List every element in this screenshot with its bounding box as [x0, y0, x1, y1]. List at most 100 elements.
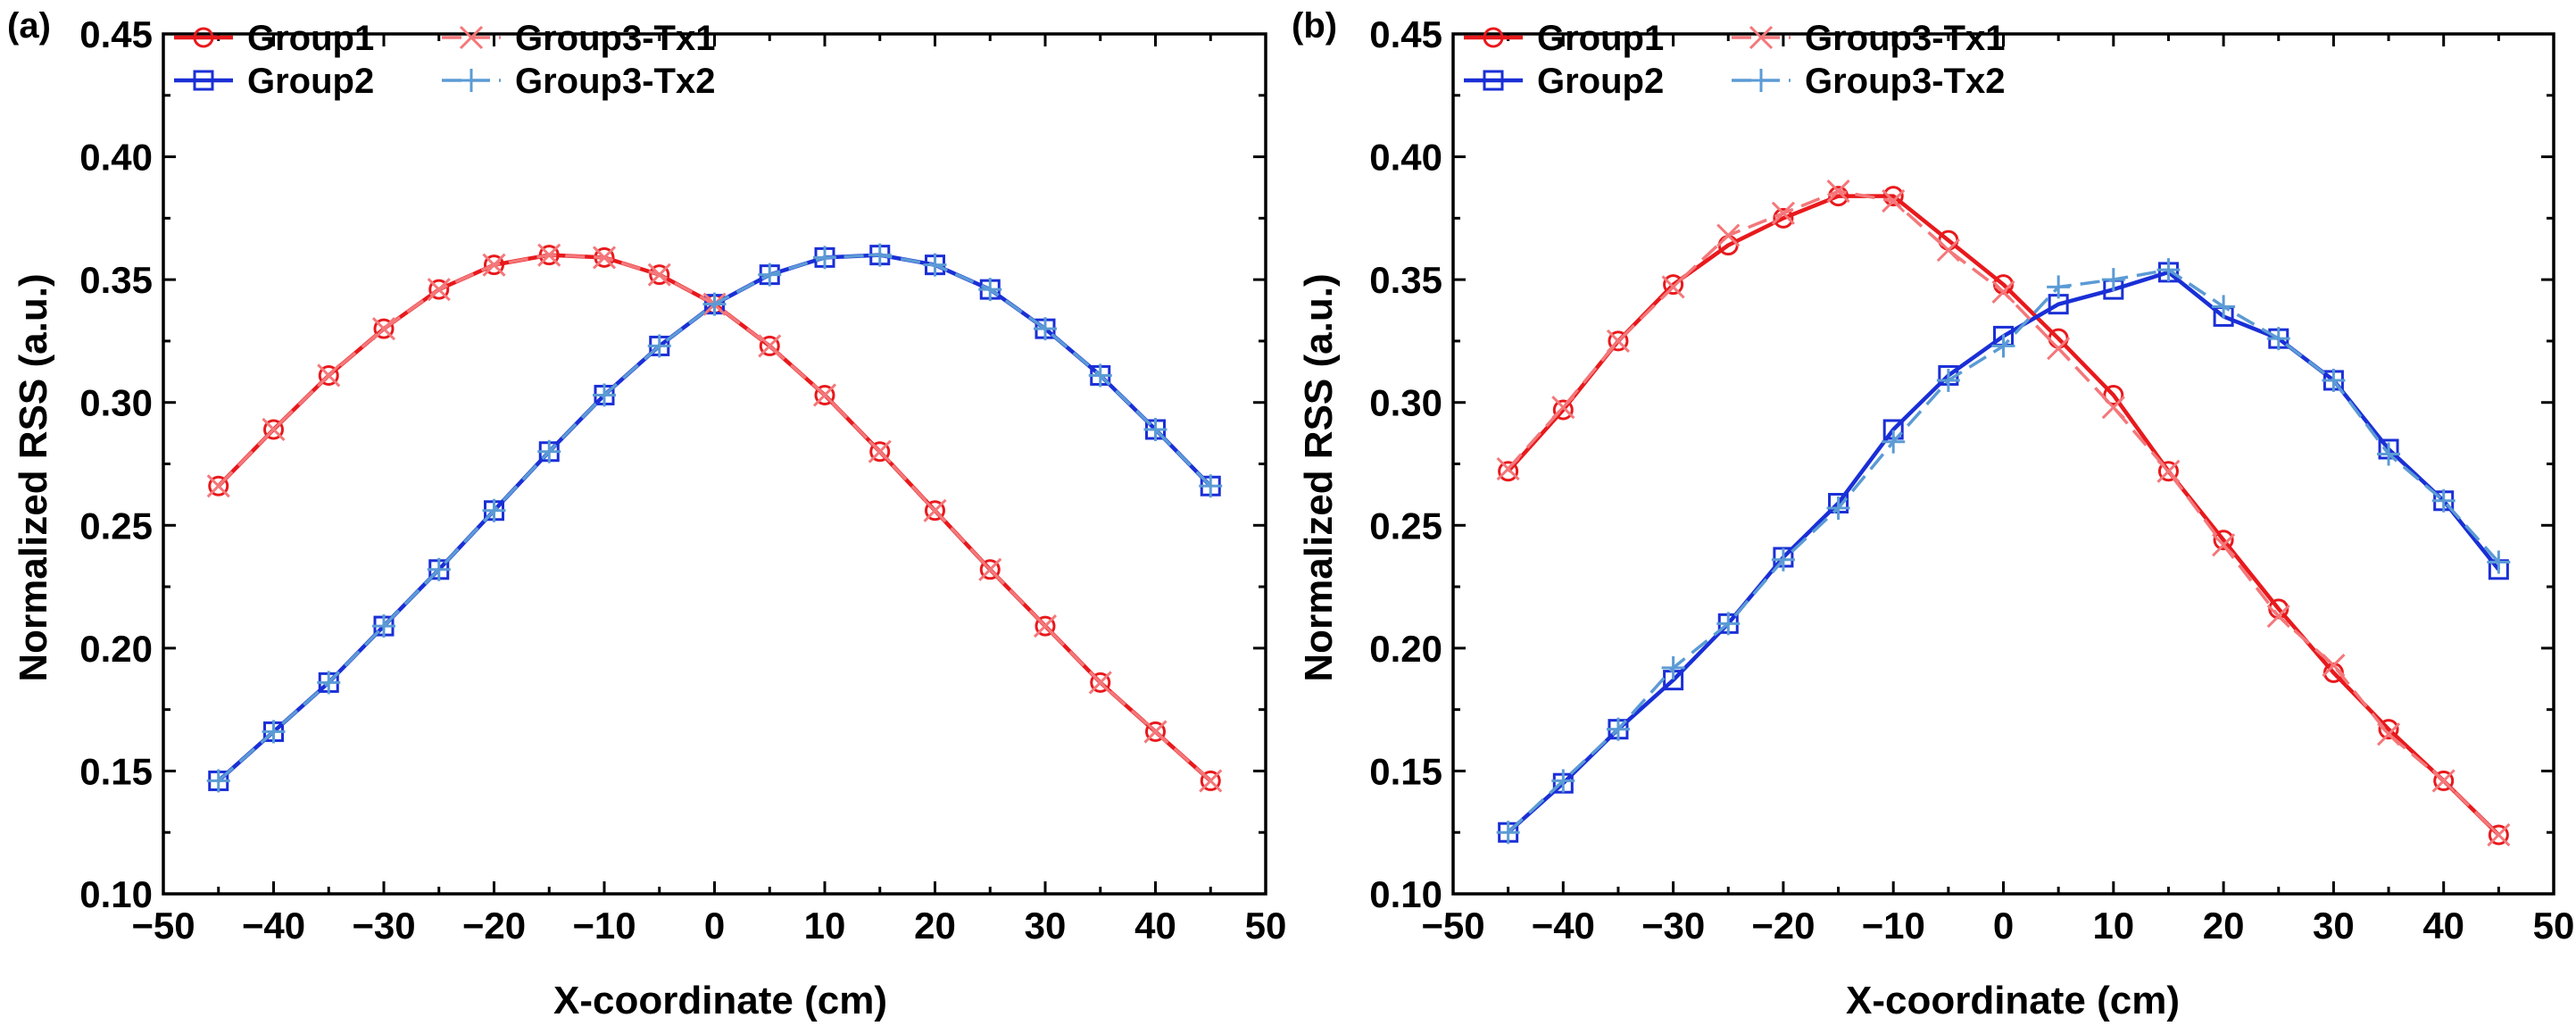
- data-point: [1608, 330, 1629, 352]
- legend-marker: [1749, 69, 1773, 92]
- marker-stroke: [2376, 722, 2401, 747]
- y-tick-label: 0.30: [79, 382, 153, 424]
- plot-marks: [206, 243, 1223, 793]
- data-point: [923, 253, 947, 277]
- data-point: [2322, 654, 2346, 678]
- legend-label: Group1: [247, 19, 374, 58]
- data-point: [206, 474, 230, 498]
- data-point: [978, 557, 1002, 581]
- series-group3-tx1: [1496, 179, 2511, 847]
- data-point: [702, 292, 727, 316]
- axis-ticks: −50 −40 −30 −20 −10 0 10 20 30 40 50 0.10 0.15 0.20 0.…: [1369, 13, 2574, 947]
- data-point: [1199, 474, 1223, 498]
- x-tick-label: 0: [1993, 905, 2014, 947]
- data-point: [2377, 442, 2401, 466]
- data-point: [537, 439, 561, 463]
- marker-stroke: [2212, 533, 2236, 557]
- marker-stroke: [812, 383, 837, 407]
- x-tick-label: −10: [572, 905, 636, 947]
- x-tick-label: 20: [2203, 905, 2245, 947]
- marker-stroke: [1199, 769, 1223, 793]
- data-point: [647, 263, 671, 287]
- legend-item: Group3-Tx1: [442, 19, 715, 58]
- legend-marker: [459, 25, 484, 50]
- data-point: [428, 279, 450, 300]
- series-group3-tx2: [206, 243, 1223, 793]
- marker-stroke: [1991, 279, 2015, 304]
- legend-marker: [193, 70, 214, 91]
- series-line: [217, 253, 1212, 782]
- data-point: [372, 614, 395, 638]
- data-point: [2212, 533, 2236, 557]
- legend-label: Group2: [1537, 62, 1664, 101]
- series-line: [217, 253, 1212, 782]
- data-point: [1035, 615, 1056, 637]
- y-tick-label: 0.20: [79, 628, 153, 670]
- data-point: [1661, 275, 1685, 299]
- x-tick-label: −20: [462, 905, 526, 947]
- legend-label: Group3-Tx2: [1805, 62, 2005, 101]
- data-point: [2157, 461, 2179, 482]
- legend-label: Group3-Tx2: [515, 62, 715, 101]
- data-point: [1606, 717, 1630, 741]
- x-tick-label: 10: [804, 905, 846, 947]
- y-tick-label: 0.10: [79, 873, 153, 915]
- data-point: [1033, 614, 1058, 638]
- marker-stroke: [1551, 396, 1575, 420]
- data-point: [813, 246, 836, 270]
- series-group2: [208, 245, 1221, 791]
- marker-stroke: [482, 253, 506, 277]
- data-point: [2433, 770, 2455, 791]
- legend-marker: [1749, 25, 1774, 50]
- data-point: [1716, 612, 1741, 636]
- data-point: [1551, 396, 1575, 420]
- x-tick-label: −10: [1862, 905, 1925, 947]
- marker-stroke: [1496, 456, 1520, 481]
- data-point: [812, 383, 837, 407]
- plot-frame: [162, 32, 1267, 896]
- x-tick-label: −50: [1421, 905, 1484, 947]
- data-point: [1991, 279, 2015, 304]
- data-point: [647, 334, 671, 358]
- series-line: [217, 253, 1212, 783]
- x-tick-label: 10: [2092, 905, 2134, 947]
- x-tick-label: 50: [2533, 905, 2575, 947]
- marker-stroke: [868, 439, 892, 463]
- data-point: [263, 419, 284, 440]
- data-point: [868, 243, 892, 267]
- data-point: [1771, 547, 1795, 571]
- data-point: [1090, 671, 1111, 693]
- chart-panel-a: (a) Normalized RSS (a.u.) X-coordinate (…: [7, 6, 1286, 1022]
- data-point: [1773, 207, 1794, 229]
- marker-stroke: [2431, 769, 2456, 793]
- data-point: [1145, 721, 1166, 742]
- y-tick-label: 0.30: [1369, 382, 1442, 424]
- data-point: [1552, 399, 1574, 421]
- data-point: [371, 317, 396, 341]
- data-point: [2376, 722, 2401, 747]
- data-point: [592, 246, 617, 270]
- data-point: [1991, 334, 2015, 358]
- y-tick-label: 0.15: [1369, 750, 1442, 792]
- data-point: [758, 334, 782, 358]
- data-point: [1826, 496, 1850, 521]
- marker-stroke: [1661, 275, 1685, 299]
- data-point: [868, 439, 892, 463]
- data-point: [206, 769, 230, 793]
- data-point: [2101, 268, 2125, 292]
- data-point: [2322, 368, 2346, 392]
- data-point: [262, 720, 286, 744]
- data-point: [2047, 337, 2071, 361]
- x-tick-label: −50: [131, 905, 195, 947]
- marker-stroke: [1771, 201, 1795, 225]
- marker-stroke: [317, 363, 341, 388]
- data-point: [1663, 274, 1684, 296]
- data-point: [923, 498, 947, 522]
- panel-label: (b): [1292, 6, 1337, 46]
- data-point: [2266, 327, 2290, 351]
- data-point: [2266, 605, 2290, 629]
- data-point: [1199, 769, 1223, 793]
- marker-stroke: [2101, 396, 2125, 420]
- legend-label: Group2: [247, 62, 374, 101]
- data-point: [1882, 189, 1906, 213]
